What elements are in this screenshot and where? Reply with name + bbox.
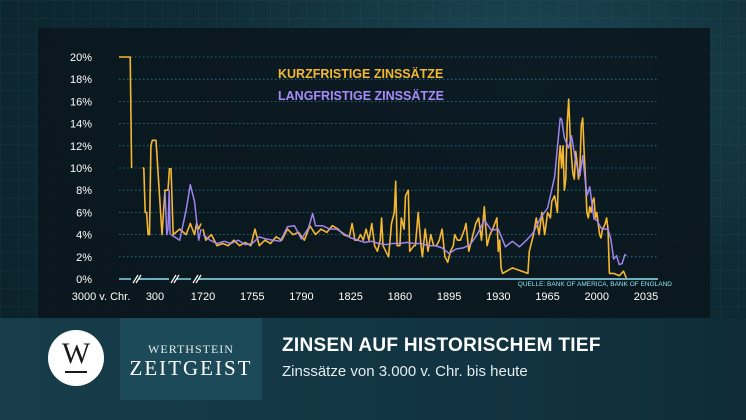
axis-break-mark (192, 274, 199, 284)
chart-panel: 0% 2% 4% 6% 8% 10% 12% 14% 16% 18% 20% 3000 v. Chr.… (38, 28, 710, 318)
axis-break-mark (173, 274, 180, 284)
brand-name-top: WERTHSTEIN (148, 342, 234, 356)
long-rate-line (164, 189, 171, 236)
long-rate-title: LANGFRISTIGE ZINSSÄTZE (278, 88, 444, 103)
x-tick-label: 300 (146, 291, 164, 303)
y-tick-label: 18% (70, 74, 92, 86)
short-rate-line (202, 98, 628, 279)
short-rate-line (119, 56, 133, 169)
axis-break-mark (135, 274, 142, 284)
y-tick-label: 20% (70, 52, 92, 64)
headline: ZINSEN AUF HISTORISCHEM TIEF (282, 335, 601, 356)
x-tick-label: 3000 v. Chr. (72, 291, 131, 303)
x-tick-label: 2035 (634, 291, 658, 303)
y-tick-label: 10% (70, 163, 92, 175)
x-tick-label: 1930 (486, 291, 510, 303)
axis-break-mark (132, 274, 139, 284)
axis-break-mark (195, 274, 202, 284)
y-tick-label: 12% (70, 141, 92, 153)
x-tick-label: 1895 (437, 291, 461, 303)
y-tick-label: 8% (76, 185, 92, 197)
x-tick-label: 1755 (240, 291, 264, 303)
long-rate-line (202, 117, 627, 266)
y-tick-label: 6% (76, 207, 92, 219)
logo-underline (65, 371, 87, 373)
source-note: QUELLE: BANK OF AMERICA, BANK OF ENGLAND (518, 281, 673, 288)
y-tick-label: 16% (70, 96, 92, 108)
logo-badge: W (48, 330, 104, 386)
y-tick-label: 4% (76, 230, 92, 242)
y-tick-label: 0% (76, 274, 92, 286)
x-tick-label: 1790 (289, 291, 313, 303)
interest-rate-chart: 0% 2% 4% 6% 8% 10% 12% 14% 16% 18% 20% 3000 v. Chr.… (70, 52, 673, 303)
x-tick-label: 1965 (535, 291, 559, 303)
logo-letter: W (61, 337, 91, 370)
x-tick-label: 1825 (338, 291, 362, 303)
x-tick-label: 2000 (585, 291, 609, 303)
x-tick-label: 1860 (388, 291, 412, 303)
short-rate-title: KURZFRISTIGE ZINSSÄTZE (278, 66, 443, 81)
y-tick-label: 14% (70, 119, 92, 131)
x-tick-label: 1720 (191, 291, 215, 303)
short-rate-line (142, 139, 171, 236)
axis-break-mark (170, 274, 177, 284)
subheadline: Zinssätze von 3.000 v. Chr. bis heute (282, 363, 528, 380)
y-tick-label: 2% (76, 252, 92, 264)
long-rate-line (170, 183, 202, 241)
brand-name-bottom: ZEITGEIST (129, 356, 253, 380)
brand-box: WERTHSTEIN ZEITGEIST (120, 318, 262, 400)
